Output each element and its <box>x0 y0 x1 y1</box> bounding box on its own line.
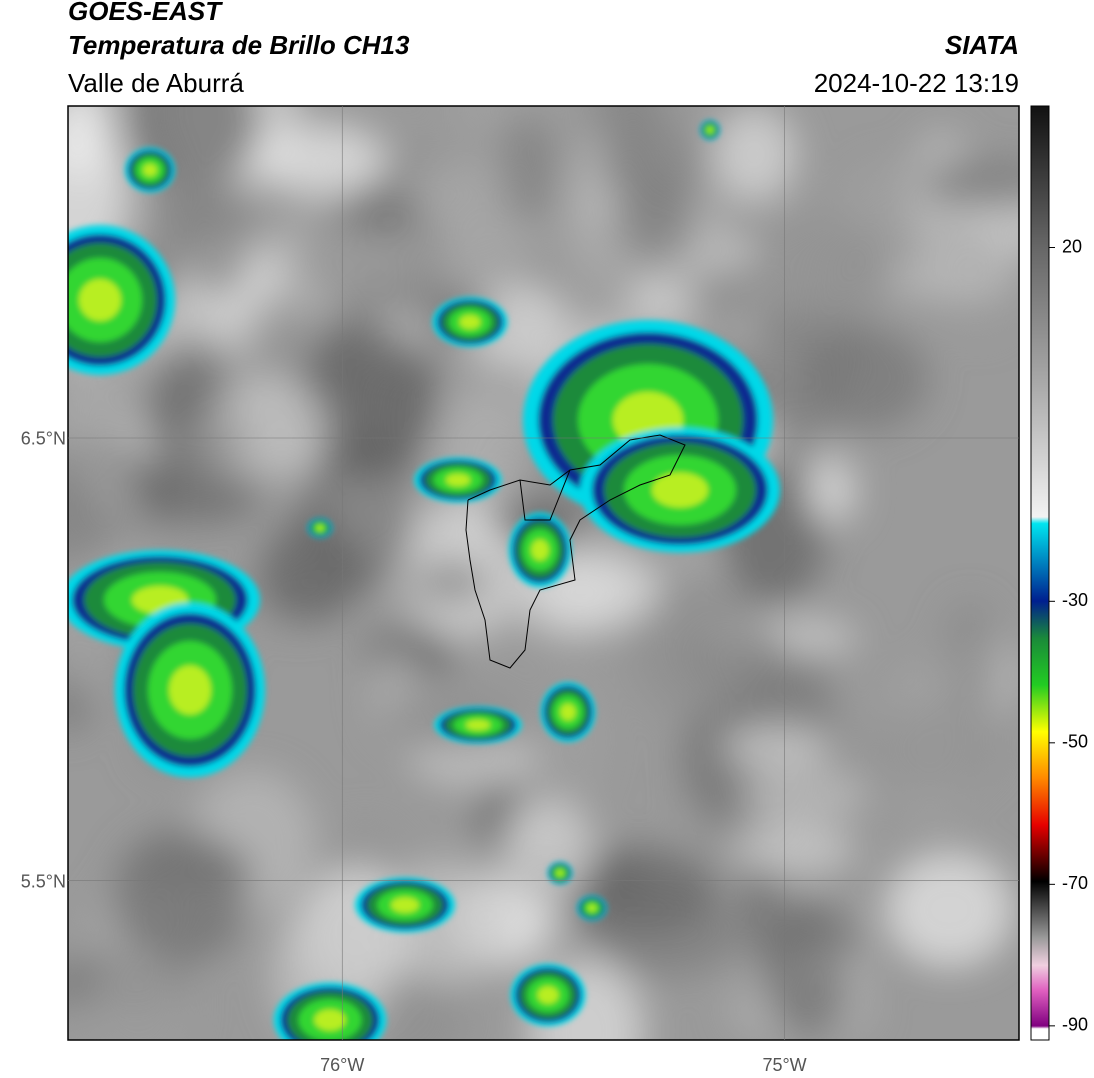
convective-cell <box>537 986 559 1004</box>
cloud-texture <box>923 159 1019 208</box>
convective-cell <box>445 473 471 487</box>
cloud-texture <box>740 765 864 822</box>
cloud-texture <box>260 518 365 622</box>
cloud-texture <box>410 560 491 604</box>
basin-outline <box>519 469 571 521</box>
convective-cell <box>314 1009 346 1031</box>
convective-cell <box>465 719 491 731</box>
cloud-texture <box>628 569 760 718</box>
cloud-texture <box>884 851 1015 969</box>
map-frame <box>67 105 1020 1041</box>
cloud-texture <box>732 823 856 876</box>
cloud-texture <box>298 320 439 479</box>
cloud-texture <box>68 487 132 566</box>
y-tick-label: 5.5°N <box>21 871 66 891</box>
cloud-texture <box>178 178 255 296</box>
convective-cell <box>587 904 597 912</box>
satellite-image <box>68 106 1019 1040</box>
convective-cell <box>316 525 324 531</box>
cloud-texture <box>341 185 421 238</box>
cloud-texture <box>134 848 256 889</box>
cloud-texture <box>764 900 854 1040</box>
cloud-texture <box>174 407 245 478</box>
cloud-texture <box>752 210 888 320</box>
cloud-texture <box>619 172 697 264</box>
timestamp: 2024-10-22 13:19 <box>814 68 1019 98</box>
x-tick-label: 76°W <box>320 1055 364 1075</box>
cloud-texture <box>86 955 194 1040</box>
subtitle: Temperatura de Brillo CH13 <box>68 30 410 60</box>
convective-cell <box>652 472 708 508</box>
convective-cell <box>560 703 576 721</box>
cloud-texture <box>712 106 797 203</box>
colorbar-tick-label: -50 <box>1062 732 1088 752</box>
colorbar <box>1030 105 1050 1041</box>
cloud-texture <box>596 106 664 186</box>
convective-cell <box>143 163 157 177</box>
cloud-texture <box>886 256 1018 300</box>
region: Valle de Aburrá <box>68 68 244 98</box>
cloud-texture <box>941 601 999 724</box>
cloud-texture <box>499 109 555 227</box>
colorbar-tick-label: -30 <box>1062 590 1088 610</box>
convective-cell <box>391 897 419 913</box>
convective-cell <box>707 127 713 133</box>
cloud-texture <box>113 827 251 964</box>
source: SIATA <box>945 30 1019 60</box>
cloud-texture <box>252 123 387 197</box>
convective-cell <box>531 539 549 561</box>
colorbar-tick-label: 20 <box>1062 236 1082 256</box>
cloud-texture <box>857 706 1002 797</box>
cloud-texture <box>739 848 783 954</box>
cloud-texture <box>503 797 594 906</box>
cloud-texture <box>804 326 929 432</box>
colorbar-tick-label: -90 <box>1062 1015 1088 1035</box>
convective-cell <box>556 869 564 877</box>
convective-cell <box>79 279 121 321</box>
y-tick-label: 6.5°N <box>21 429 66 449</box>
x-tick-label: 75°W <box>762 1055 806 1075</box>
cloud-texture <box>806 458 857 524</box>
colorbar-tick-label: -70 <box>1062 873 1088 893</box>
cloud-texture <box>722 724 835 770</box>
title: GOES-EAST <box>68 0 223 26</box>
convective-cell <box>459 315 481 329</box>
convective-cell <box>169 665 211 715</box>
